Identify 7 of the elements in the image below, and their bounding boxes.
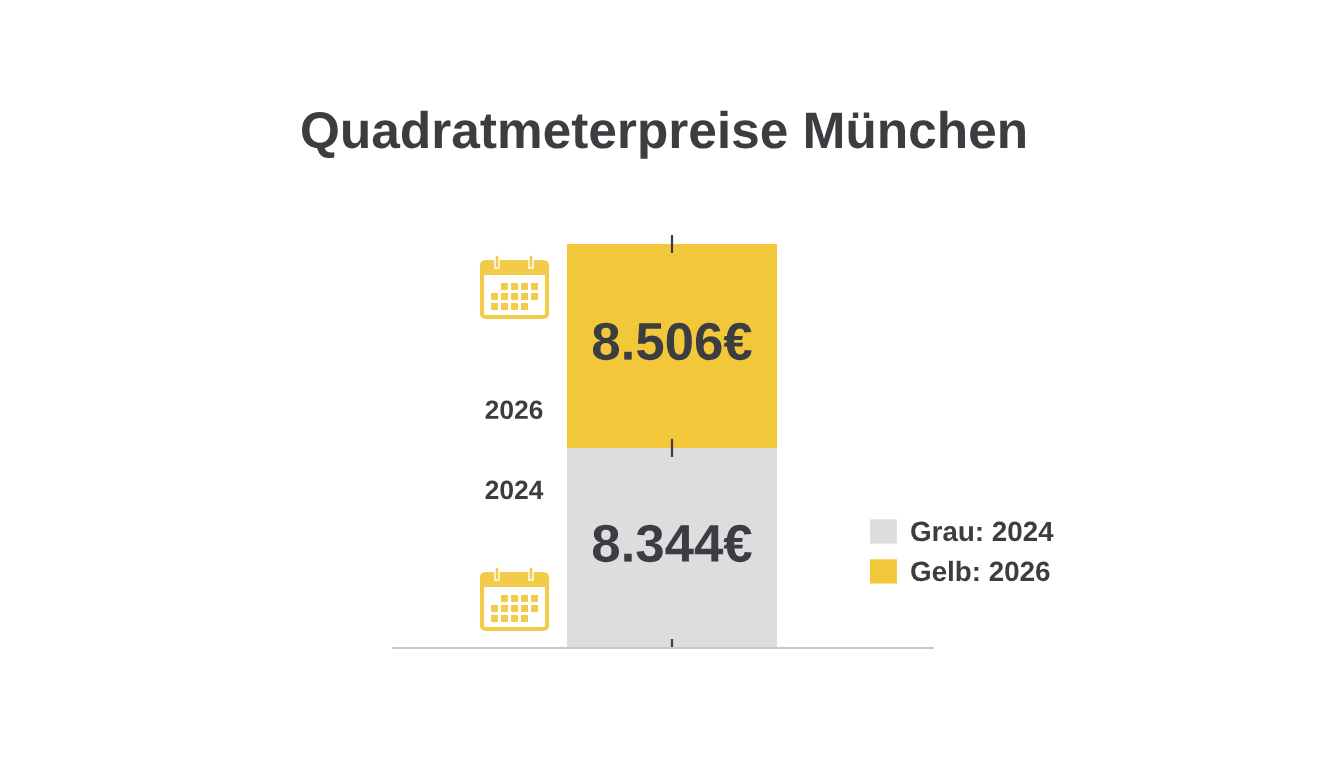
text: 2026 xyxy=(485,400,543,420)
text: 2024 xyxy=(485,480,544,500)
chart-title: Quadratmeterpreise München xyxy=(302,110,1025,159)
legend-label: Gelb: 2026 xyxy=(911,560,1050,582)
legend-label: Grau: 2024 xyxy=(911,521,1054,542)
data-label: 8.344€ xyxy=(592,524,752,563)
data-label: 8.506€ xyxy=(592,322,752,361)
